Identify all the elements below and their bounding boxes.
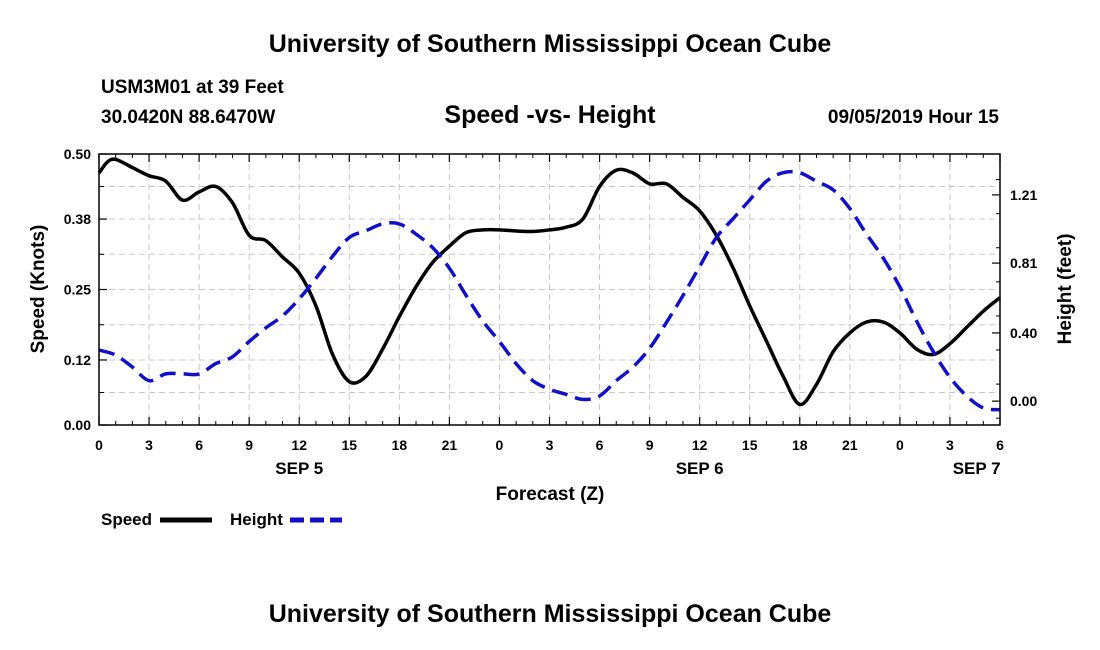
y2-tick-label: 1.21 <box>1010 187 1037 203</box>
x-tick-label: 15 <box>341 437 357 453</box>
x-tick-label: 18 <box>392 437 408 453</box>
axis-ticks: 0 3 6 9 12 15 18 21 0 3 6 9 12 15 18 21 0 3 6 SEP 5 SEP 6 SEP… <box>64 146 1038 478</box>
forecast-datetime: 09/05/2019 Hour 15 <box>827 107 999 128</box>
x-tick-label: 9 <box>245 437 253 453</box>
x-tick-label: 12 <box>291 437 307 453</box>
legend-speed-label: Speed <box>101 510 152 529</box>
x-tick-label: 6 <box>996 437 1004 453</box>
x-tick-label: 6 <box>596 437 604 453</box>
chart-footer-title: University of Southern Mississippi Ocean… <box>268 600 832 628</box>
x-tick-label: 9 <box>646 437 654 453</box>
x-tick-label: 3 <box>946 437 954 453</box>
x-tick-label: 0 <box>95 437 103 453</box>
x-axis-title: Forecast (Z) <box>496 484 605 505</box>
x-date-label: SEP 6 <box>676 459 724 478</box>
chart-header-title: University of Southern Mississippi Ocean… <box>268 30 832 58</box>
x-tick-label: 3 <box>145 437 153 453</box>
x-tick-label: 18 <box>792 437 808 453</box>
x-tick-label: 21 <box>442 437 458 453</box>
x-tick-label: 6 <box>195 437 203 453</box>
x-date-label: SEP 7 <box>953 459 1001 478</box>
series-line-height <box>98 169 1001 412</box>
station-label: USM3M01 at 39 Feet <box>101 77 284 98</box>
series-line-speed <box>97 157 1002 407</box>
legend: Speed Height <box>101 510 342 529</box>
x-tick-label: 15 <box>742 437 758 453</box>
y2-tick-label: 0.81 <box>1010 255 1037 271</box>
x-date-label: SEP 5 <box>275 459 323 478</box>
y-tick-label: 0.50 <box>64 146 91 162</box>
y-tick-label: 0.00 <box>64 417 91 433</box>
legend-height-label: Height <box>230 510 283 529</box>
x-tick-label: 12 <box>692 437 708 453</box>
x-tick-label: 0 <box>496 437 504 453</box>
x-tick-label: 21 <box>842 437 858 453</box>
y2-tick-label: 0.00 <box>1010 393 1037 409</box>
chart-title: Speed -vs- Height <box>444 101 656 129</box>
y-axis-title: Speed (Knots) <box>28 225 49 354</box>
y-tick-label: 0.25 <box>64 282 91 298</box>
y-tick-label: 0.38 <box>64 211 91 227</box>
grid-lines <box>99 154 1000 425</box>
station-coordinates: 30.0420N 88.6470W <box>101 107 276 128</box>
y2-axis-title: Height (feet) <box>1055 234 1076 345</box>
y-tick-label: 0.12 <box>64 352 91 368</box>
y2-tick-label: 0.40 <box>1010 325 1037 341</box>
series-lines <box>97 157 1002 412</box>
x-tick-label: 0 <box>896 437 904 453</box>
axis-labels: Forecast (Z) Speed (Knots) Height (feet) <box>28 225 1076 505</box>
x-tick-label: 3 <box>546 437 554 453</box>
